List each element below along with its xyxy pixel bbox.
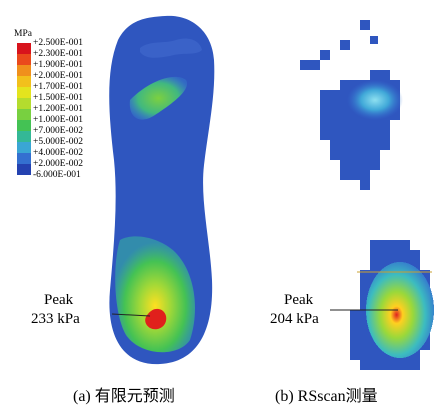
legend-label: +2.000E-002 — [33, 159, 83, 169]
peak-label: Peak — [44, 292, 74, 308]
legend-label: +1.700E-001 — [33, 82, 83, 92]
legend-swatch — [17, 120, 31, 131]
legend-swatch — [17, 131, 31, 142]
legend: +2.500E-001+2.300E-001+1.900E-001+2.000E… — [17, 38, 83, 180]
legend-label: +4.000E-002 — [33, 148, 83, 158]
caption: (b) RSscan测量 — [275, 387, 378, 405]
legend-swatch — [17, 153, 31, 164]
legend-label: +1.900E-001 — [33, 60, 83, 70]
legend-label: +2.300E-001 — [33, 49, 83, 59]
legend-swatch — [17, 98, 31, 109]
legend-swatch — [17, 164, 31, 175]
legend-label: -6.000E-001 — [33, 170, 81, 180]
legend-label: +1.000E-001 — [33, 115, 83, 125]
scan-foot — [300, 20, 434, 370]
legend-swatch — [17, 87, 31, 98]
legend-unit: MPa — [14, 29, 33, 39]
peak-value: 204 kPa — [270, 311, 319, 327]
legend-label: +2.000E-001 — [33, 71, 83, 81]
legend-label: +2.500E-001 — [33, 38, 83, 48]
fe-foot — [109, 15, 215, 365]
legend-label: +5.000E-002 — [33, 137, 83, 147]
legend-swatch — [17, 54, 31, 65]
peak-value: 233 kPa — [31, 311, 80, 327]
caption: (a) 有限元预测 — [73, 387, 175, 405]
legend-swatch — [17, 65, 31, 76]
legend-swatch — [17, 76, 31, 87]
legend-label: +7.000E-002 — [33, 126, 83, 136]
legend-label: +1.500E-001 — [33, 93, 83, 103]
legend-swatch — [17, 109, 31, 120]
legend-label: +1.200E-001 — [33, 104, 83, 114]
legend-swatch — [17, 43, 31, 54]
legend-swatch — [17, 142, 31, 153]
peak-label: Peak — [284, 292, 314, 308]
